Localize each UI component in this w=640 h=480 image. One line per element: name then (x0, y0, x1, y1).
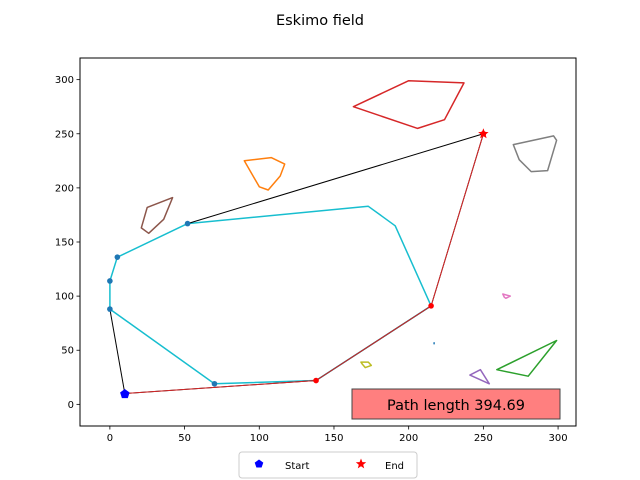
obstacle-polygon-3 (140, 196, 174, 235)
legend-start-marker (254, 459, 264, 468)
graph-node-3 (184, 220, 191, 227)
obstacle-polygon-7 (496, 339, 558, 377)
y-tick-label-1: 50 (61, 346, 74, 357)
y-tick-label-3: 150 (55, 238, 74, 249)
x-tick-label-3: 150 (324, 433, 343, 444)
x-tick-label-2: 100 (250, 433, 269, 444)
legend-end-marker (355, 458, 367, 469)
axis-ticks: 0 50 100 150 200 250 300 0 50 100 150 200 250 300 (55, 75, 568, 444)
shortest-path-line (124, 133, 484, 394)
plot-content (107, 79, 558, 397)
graph-node-2 (114, 254, 121, 260)
end-marker (478, 128, 489, 139)
graph-node-1 (107, 278, 113, 284)
graph-node-4 (211, 380, 218, 387)
visibility-edge-0 (109, 309, 126, 394)
y-tick-label-4: 200 (55, 183, 74, 194)
chart-title: Eskimo field (276, 13, 364, 29)
legend-start-label: Start (285, 461, 310, 472)
y-tick-label-6: 300 (55, 75, 74, 86)
obstacle-polygon-1 (512, 135, 558, 173)
obstacle-polygon-0 (352, 79, 465, 130)
y-tick-label-0: 0 (68, 400, 74, 411)
x-tick-label-6: 300 (549, 433, 568, 444)
x-tick-label-4: 200 (399, 433, 418, 444)
annotation-box (351, 388, 561, 420)
x-tick-label-1: 50 (178, 433, 191, 444)
legend-box (238, 451, 418, 479)
graph-node-0 (107, 306, 113, 312)
y-tick-label-5: 250 (55, 129, 74, 140)
y-tick-label-2: 100 (55, 292, 74, 303)
start-marker (120, 389, 130, 399)
path-node-1 (428, 303, 434, 309)
path-node-0 (313, 377, 319, 384)
obstacle-polygon-9 (469, 368, 491, 385)
visibility-edge-1 (187, 133, 484, 225)
obstacle-polygon-8 (360, 361, 373, 369)
plot-area (107, 79, 558, 399)
x-tick-label-0: 0 (107, 433, 113, 444)
path-length-annotation: Path length 394.69 (351, 388, 561, 420)
annotation-text: Path length 394.69 (387, 398, 525, 414)
legend-end-label: End (385, 461, 404, 472)
obstacle-polygon-2 (243, 156, 286, 191)
obstacle-polygon-6 (502, 293, 512, 300)
x-tick-label-5: 250 (474, 433, 493, 444)
legend: Start End (238, 451, 418, 479)
